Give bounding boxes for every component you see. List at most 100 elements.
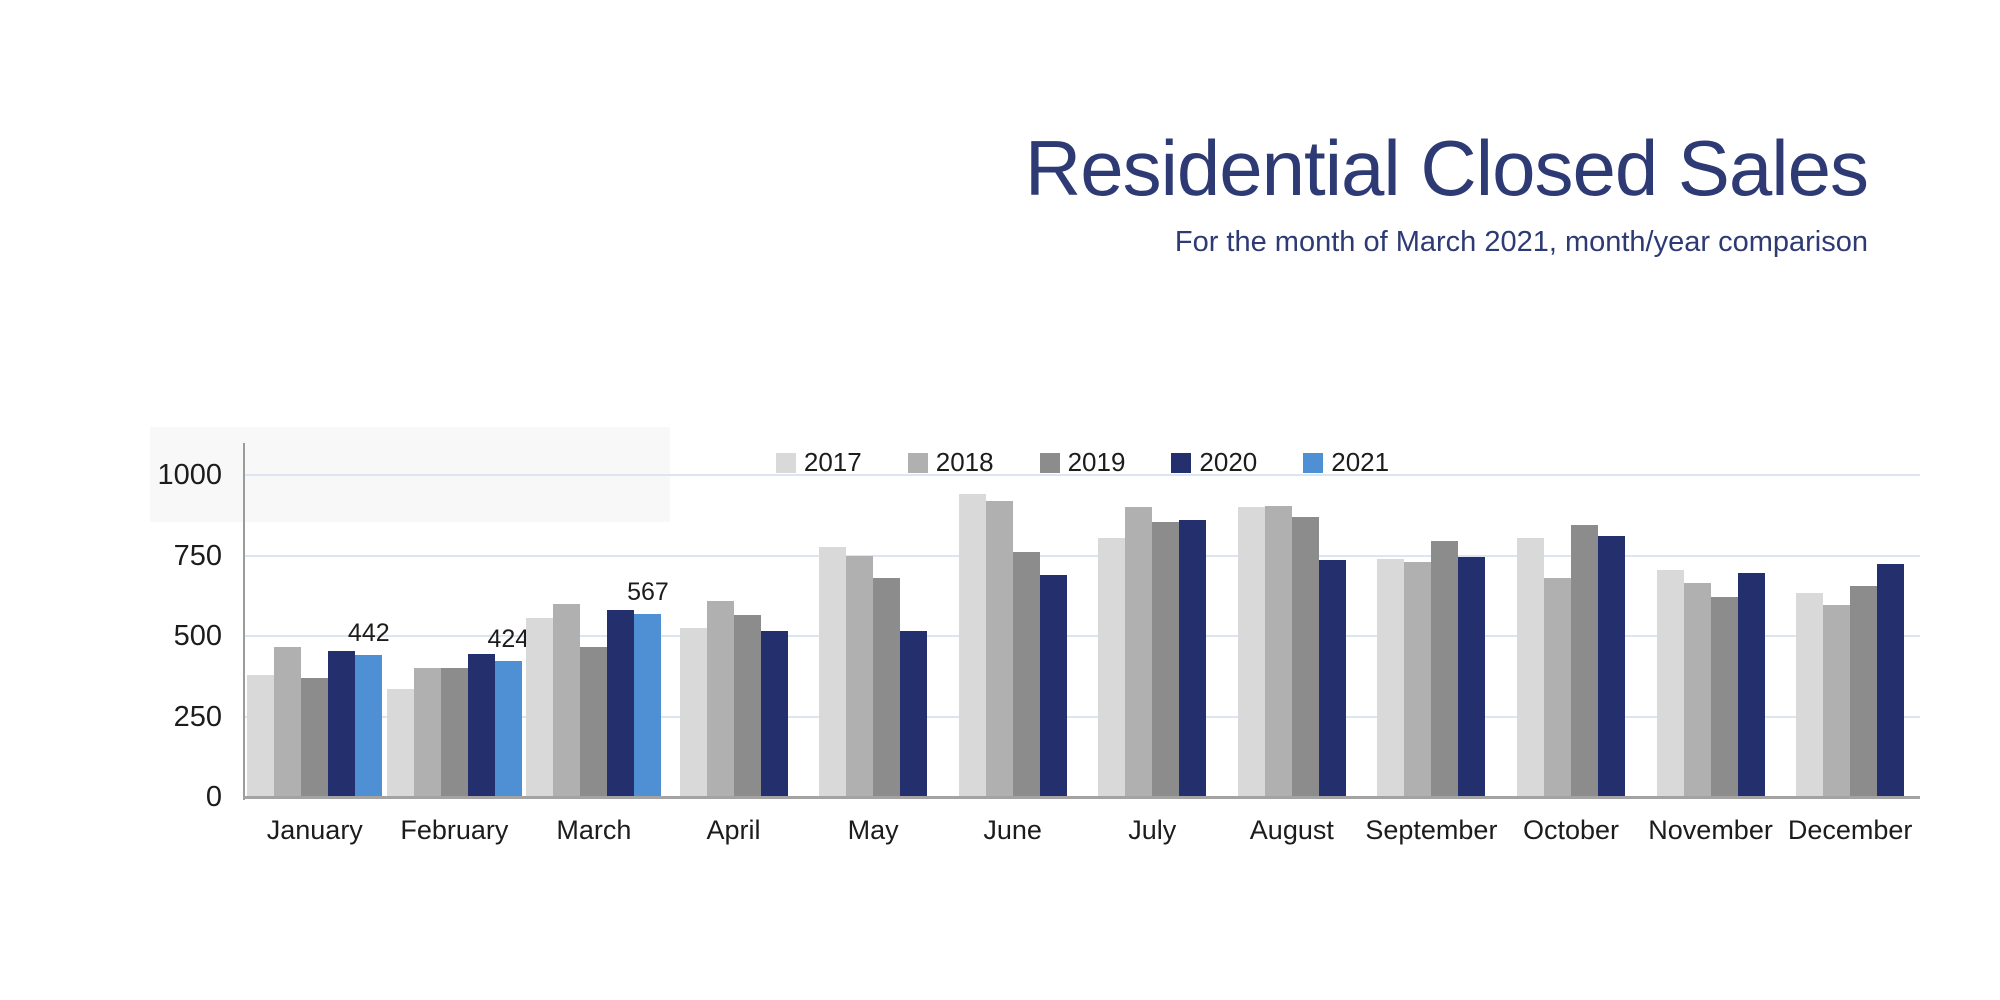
x-axis-label-august: August bbox=[1249, 815, 1334, 845]
y-axis-tick-labels: 0 250 500 750 1000 bbox=[60, 461, 222, 812]
month-group-june: June bbox=[943, 475, 1083, 845]
bar-november-2018 bbox=[1683, 582, 1711, 797]
x-axis-label-may: May bbox=[847, 815, 899, 845]
month-group-february: 424 February bbox=[385, 475, 529, 845]
bar-january-2018 bbox=[274, 647, 302, 797]
month-group-march: 567 March bbox=[524, 475, 669, 845]
bar-january-2017 bbox=[247, 674, 275, 797]
legend-item-2019: 2019 bbox=[1039, 447, 1126, 478]
plot-area: 442 January 424 February 567 March April May Jun… bbox=[243, 443, 1920, 845]
x-axis-label-june: June bbox=[983, 815, 1042, 845]
month-group-november: November bbox=[1641, 475, 1781, 845]
bar-february-2019 bbox=[440, 668, 468, 797]
gridline-750 bbox=[245, 554, 1920, 557]
gridline-1000 bbox=[245, 474, 1920, 476]
bar-august-2017 bbox=[1237, 507, 1265, 797]
x-axis-label-january: January bbox=[266, 815, 363, 845]
bar-june-2020 bbox=[1039, 574, 1067, 797]
bar-august-2018 bbox=[1264, 505, 1292, 797]
chart-title: Residential Closed Sales bbox=[1024, 124, 1869, 212]
bar-may-2020 bbox=[900, 631, 928, 797]
bar-february-2020 bbox=[467, 653, 495, 797]
bar-september-2019 bbox=[1431, 541, 1459, 797]
legend-label: 2020 bbox=[1199, 447, 1258, 477]
legend-label: 2018 bbox=[935, 447, 994, 477]
bar-value-label-march: 567 bbox=[627, 578, 669, 607]
legend-swatch-2020 bbox=[1171, 452, 1192, 473]
legend-swatch-2021 bbox=[1303, 452, 1324, 473]
x-axis-label-april: April bbox=[706, 815, 761, 845]
bar-april-2019 bbox=[733, 615, 761, 797]
bar-april-2020 bbox=[760, 631, 788, 797]
x-axis-label-march: March bbox=[556, 815, 632, 845]
y-axis-line bbox=[243, 443, 245, 800]
bar-december-2020 bbox=[1877, 563, 1905, 797]
month-group-january: 442 January bbox=[245, 475, 390, 845]
bar-july-2017 bbox=[1098, 537, 1126, 797]
month-group-september: September bbox=[1362, 475, 1502, 845]
bar-december-2019 bbox=[1850, 586, 1878, 797]
bar-july-2020 bbox=[1179, 520, 1207, 797]
x-axis-label-september: September bbox=[1365, 815, 1498, 845]
bar-december-2017 bbox=[1796, 592, 1824, 797]
bar-february-2017 bbox=[386, 689, 414, 797]
bar-june-2018 bbox=[985, 500, 1013, 797]
x-axis-label-october: October bbox=[1522, 815, 1620, 845]
legend-label: 2019 bbox=[1067, 447, 1126, 477]
bar-july-2019 bbox=[1152, 521, 1180, 797]
bar-october-2020 bbox=[1597, 536, 1625, 797]
bar-november-2017 bbox=[1656, 570, 1684, 797]
bar-october-2019 bbox=[1570, 524, 1598, 797]
month-group-october: October bbox=[1501, 475, 1641, 845]
bar-february-2018 bbox=[413, 668, 441, 797]
month-group-april: April bbox=[664, 475, 804, 845]
bar-november-2019 bbox=[1710, 597, 1738, 797]
bar-april-2018 bbox=[706, 600, 734, 797]
bar-march-2021: 567 bbox=[627, 578, 669, 797]
bar-june-2017 bbox=[958, 494, 986, 797]
bar-value-label-january: 442 bbox=[347, 618, 390, 647]
bar-february-2021: 424 bbox=[488, 625, 529, 797]
chart-header: Residential Closed Sales For the month o… bbox=[1024, 124, 1869, 259]
x-axis-label-july: July bbox=[1128, 815, 1177, 845]
bar-august-2020 bbox=[1318, 560, 1346, 797]
month-group-august: August bbox=[1222, 475, 1362, 845]
y-tick-label-250: 250 bbox=[173, 700, 222, 733]
month-group-may: May bbox=[803, 475, 943, 845]
bar-value-label-february: 424 bbox=[487, 624, 530, 653]
y-tick-label-500: 500 bbox=[173, 620, 222, 652]
legend-swatch-2017 bbox=[775, 452, 796, 473]
bar-december-2018 bbox=[1823, 605, 1851, 797]
chart-legend: 2017 2018 2019 2020 2021 bbox=[245, 447, 1920, 478]
bar-march-2020 bbox=[607, 610, 635, 797]
y-tick-label-1000: 1000 bbox=[157, 459, 222, 491]
bar-january-2021: 442 bbox=[348, 619, 390, 797]
bar-october-2018 bbox=[1543, 578, 1571, 797]
legend-swatch-2019 bbox=[1039, 452, 1060, 473]
x-axis-line bbox=[243, 796, 1920, 799]
bar-november-2020 bbox=[1737, 573, 1765, 797]
bar-september-2018 bbox=[1404, 561, 1432, 797]
legend-label: 2017 bbox=[803, 447, 862, 477]
bar-march-2017 bbox=[526, 618, 554, 797]
legend-item-2021: 2021 bbox=[1303, 447, 1389, 478]
bar-january-2020 bbox=[328, 650, 356, 797]
legend-item-2020: 2020 bbox=[1171, 447, 1257, 478]
bar-march-2018 bbox=[553, 603, 581, 797]
gridline-500 bbox=[245, 635, 1920, 637]
y-tick-label-0: 0 bbox=[205, 781, 222, 813]
bar-september-2017 bbox=[1377, 558, 1405, 797]
bar-april-2017 bbox=[679, 627, 707, 797]
bar-october-2017 bbox=[1516, 537, 1544, 797]
bar-june-2019 bbox=[1012, 552, 1040, 797]
legend-swatch-2018 bbox=[907, 452, 928, 473]
x-axis-label-february: February bbox=[400, 815, 509, 845]
bar-groups: 442 January 424 February 567 March April May Jun… bbox=[245, 475, 1920, 845]
bar-may-2017 bbox=[819, 547, 847, 797]
chart-subtitle: For the month of March 2021, month/year … bbox=[1174, 225, 1868, 258]
bar-may-2018 bbox=[846, 555, 874, 797]
bar-march-2019 bbox=[580, 647, 608, 797]
y-tick-label-750: 750 bbox=[173, 539, 222, 572]
legend-item-2018: 2018 bbox=[907, 447, 994, 478]
gridline-250 bbox=[245, 715, 1920, 718]
